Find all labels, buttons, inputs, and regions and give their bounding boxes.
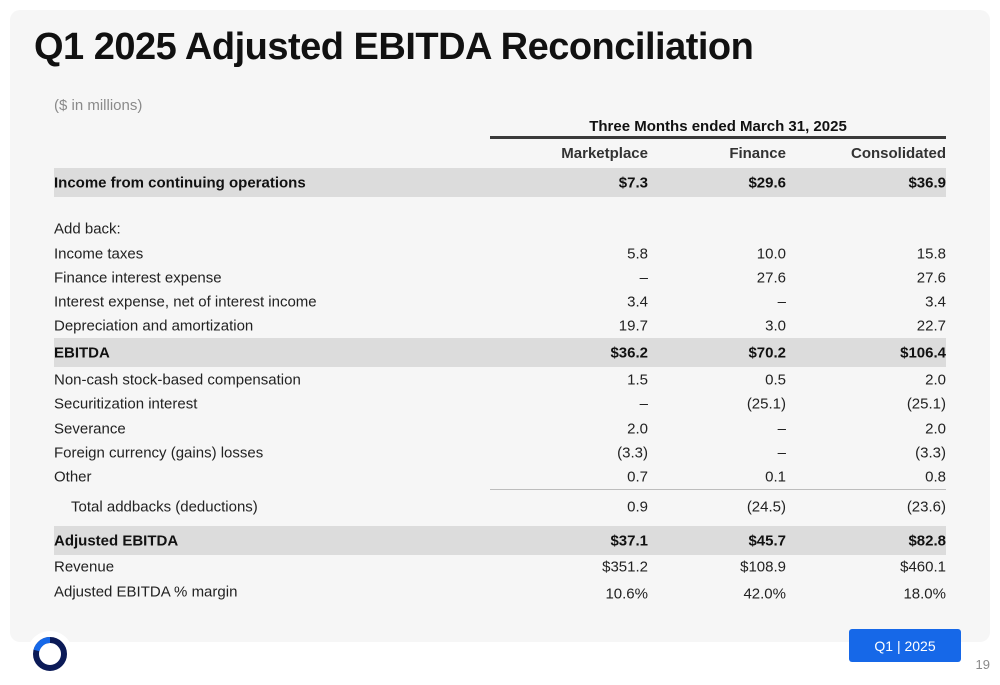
row-label: Revenue xyxy=(54,558,115,576)
table-row-interest-expense: Interest expense, net of interest income… xyxy=(54,290,946,314)
table-row-depreciation: Depreciation and amortization 19.7 3.0 2… xyxy=(54,314,946,338)
column-header-marketplace: Marketplace xyxy=(561,145,648,162)
cell-consolidated: 2.0 xyxy=(925,371,946,389)
cell-marketplace: $37.1 xyxy=(610,532,648,549)
period-header: Three Months ended March 31, 2025 xyxy=(589,118,847,135)
cell-marketplace: 10.6% xyxy=(605,585,648,603)
cell-finance: 0.1 xyxy=(765,468,786,486)
cell-finance: $29.6 xyxy=(748,174,786,191)
table-row-adjusted-ebitda: Adjusted EBITDA $37.1 $45.7 $82.8 xyxy=(54,526,946,555)
cell-marketplace: $351.2 xyxy=(602,558,648,576)
table-row-other: Other 0.7 0.1 0.8 xyxy=(54,465,946,489)
cell-marketplace: 0.9 xyxy=(627,498,648,516)
table-row-income-taxes: Income taxes 5.8 10.0 15.8 xyxy=(54,242,946,266)
cell-consolidated: (25.1) xyxy=(906,395,946,413)
table-row-ebitda: EBITDA $36.2 $70.2 $106.4 xyxy=(54,338,946,367)
cell-consolidated: $106.4 xyxy=(900,344,946,361)
row-label: Foreign currency (gains) losses xyxy=(54,444,264,462)
row-label: Other xyxy=(54,468,92,486)
period-rule xyxy=(490,136,946,139)
cell-finance: – xyxy=(777,293,786,311)
cell-finance: $70.2 xyxy=(748,344,786,361)
row-label: Interest expense, net of interest income xyxy=(54,293,317,311)
table-row-securitization: Securitization interest – (25.1) (25.1) xyxy=(54,392,946,416)
cell-consolidated: 22.7 xyxy=(916,317,946,335)
row-label: Total addbacks (deductions) xyxy=(71,498,258,516)
row-label: Severance xyxy=(54,420,126,438)
cell-marketplace: 2.0 xyxy=(627,420,648,438)
cell-consolidated: 3.4 xyxy=(925,293,946,311)
cell-finance: 10.0 xyxy=(756,245,786,263)
table-row-margin: Adjusted EBITDA % margin 10.6% 42.0% 18.… xyxy=(54,580,946,604)
table-row-add-back: Add back: xyxy=(54,217,946,241)
table-row-severance: Severance 2.0 – 2.0 xyxy=(54,417,946,441)
cell-finance: $45.7 xyxy=(748,532,786,549)
subtotal-rule xyxy=(490,489,946,490)
cell-marketplace: 5.8 xyxy=(627,245,648,263)
row-label: Securitization interest xyxy=(54,395,198,413)
cell-finance: – xyxy=(777,444,786,462)
cell-consolidated: 15.8 xyxy=(916,245,946,263)
row-label: Finance interest expense xyxy=(54,269,222,287)
column-header-finance: Finance xyxy=(729,145,786,162)
units-note: ($ in millions) xyxy=(54,97,143,114)
quarter-badge: Q1 | 2025 xyxy=(849,629,961,662)
page-number: 19 xyxy=(975,657,990,672)
cell-marketplace: – xyxy=(639,395,648,413)
cell-finance: – xyxy=(777,420,786,438)
cell-marketplace: 0.7 xyxy=(627,468,648,486)
ring-logo-icon xyxy=(26,630,74,678)
row-label: Income taxes xyxy=(54,245,144,263)
cell-consolidated: 2.0 xyxy=(925,420,946,438)
table-row-income: Income from continuing operations $7.3 $… xyxy=(54,168,946,197)
cell-finance: 0.5 xyxy=(765,371,786,389)
cell-consolidated: $82.8 xyxy=(908,532,946,549)
table-row-fx: Foreign currency (gains) losses (3.3) – … xyxy=(54,441,946,465)
cell-finance: (24.5) xyxy=(746,498,786,516)
cell-marketplace: $36.2 xyxy=(610,344,648,361)
column-header-consolidated: Consolidated xyxy=(850,145,946,162)
cell-finance: 27.6 xyxy=(756,269,786,287)
row-label: Adjusted EBITDA % margin xyxy=(54,583,238,601)
table-row-finance-interest: Finance interest expense – 27.6 27.6 xyxy=(54,266,946,290)
cell-consolidated: 0.8 xyxy=(925,468,946,486)
cell-consolidated: (23.6) xyxy=(906,498,946,516)
cell-consolidated: 27.6 xyxy=(916,269,946,287)
cell-marketplace: 1.5 xyxy=(627,371,648,389)
cell-finance: $108.9 xyxy=(740,558,786,576)
cell-marketplace: $7.3 xyxy=(618,174,648,191)
row-label: Income from continuing operations xyxy=(54,174,306,191)
table-row-stock-comp: Non-cash stock-based compensation 1.5 0.… xyxy=(54,368,946,392)
row-label: Add back: xyxy=(54,220,121,238)
row-label: Adjusted EBITDA xyxy=(54,532,179,549)
row-label: EBITDA xyxy=(54,344,110,361)
cell-marketplace: (3.3) xyxy=(617,444,648,462)
cell-consolidated: $36.9 xyxy=(908,174,946,191)
row-label: Depreciation and amortization xyxy=(54,317,254,335)
cell-consolidated: $460.1 xyxy=(900,558,946,576)
table-row-revenue: Revenue $351.2 $108.9 $460.1 xyxy=(54,555,946,579)
slide-title: Q1 2025 Adjusted EBITDA Reconciliation xyxy=(34,26,754,68)
cell-consolidated: 18.0% xyxy=(903,585,946,603)
cell-consolidated: (3.3) xyxy=(915,444,946,462)
cell-marketplace: – xyxy=(639,269,648,287)
cell-finance: 42.0% xyxy=(743,585,786,603)
row-label: Non-cash stock-based compensation xyxy=(54,371,301,389)
cell-finance: (25.1) xyxy=(746,395,786,413)
cell-finance: 3.0 xyxy=(765,317,786,335)
table-row-total-addbacks: Total addbacks (deductions) 0.9 (24.5) (… xyxy=(54,495,946,519)
cell-marketplace: 19.7 xyxy=(618,317,648,335)
cell-marketplace: 3.4 xyxy=(627,293,648,311)
